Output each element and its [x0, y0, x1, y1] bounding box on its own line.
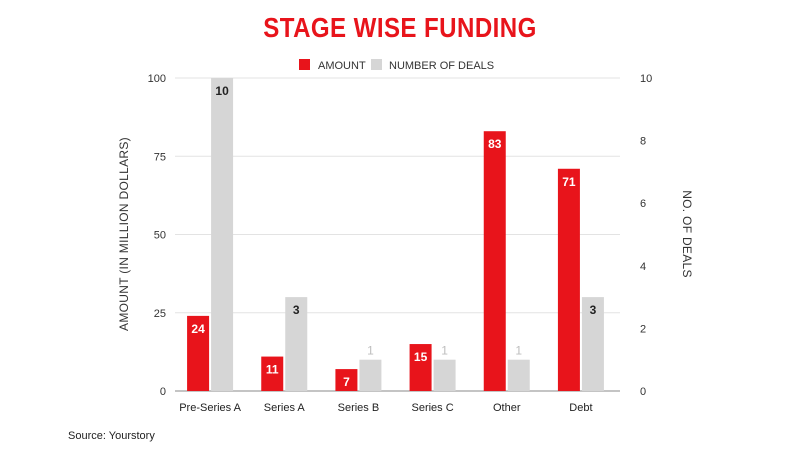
bar-amount [409, 344, 432, 391]
category-label: Series C [411, 402, 453, 414]
left-tick-label: 25 [154, 308, 166, 320]
legend-swatch-amount [299, 59, 310, 70]
bar-deals [359, 359, 382, 391]
deals-value-label: 10 [215, 84, 229, 98]
category-label: Other [493, 402, 521, 414]
amount-value-label: 15 [414, 350, 428, 364]
right-tick-label: 6 [640, 198, 646, 210]
deals-value-label: 1 [367, 344, 374, 358]
legend-label-deals: NUMBER OF DEALS [389, 60, 494, 72]
amount-value-label: 71 [562, 175, 576, 189]
chart-title: STAGE WISE FUNDING [263, 12, 537, 43]
right-tick-label: 2 [640, 323, 646, 335]
right-tick-label: 4 [640, 261, 646, 273]
deals-value-label: 3 [293, 303, 300, 317]
category-labels: Pre-Series A Series A Series B Series C Othe… [179, 402, 592, 414]
amount-value-label: 7 [343, 375, 350, 389]
bar-amount [557, 168, 580, 391]
right-tick-label: 0 [640, 386, 646, 398]
amount-value-label: 24 [191, 322, 205, 336]
amount-value-label: 11 [266, 363, 279, 377]
bar-deals [285, 297, 308, 391]
category-label: Series A [264, 402, 306, 414]
amount-value-label: 83 [488, 137, 502, 151]
left-tick-label: 0 [160, 386, 166, 398]
bar-deals [433, 359, 456, 391]
right-axis-ticks: 0 2 4 6 8 10 [640, 73, 652, 398]
deals-value-label: 3 [590, 303, 597, 317]
category-label: Debt [569, 402, 592, 414]
deals-value-label: 1 [441, 344, 448, 358]
right-tick-label: 10 [640, 73, 652, 85]
left-axis-title: AMOUNT (IN MILLION DOLLARS) [117, 137, 131, 331]
bar-deals [507, 359, 530, 391]
category-label: Pre-Series A [179, 402, 241, 414]
left-tick-label: 50 [154, 230, 166, 242]
legend-label-amount: AMOUNT [318, 60, 366, 72]
source-note: Source: Yourstory [68, 430, 155, 442]
right-axis-title: NO. OF DEALS [680, 190, 694, 278]
bar-deals [581, 297, 604, 391]
bar-amount [187, 315, 210, 391]
bar-amount [335, 369, 358, 391]
bar-deals [211, 78, 234, 391]
bar-amount [261, 356, 284, 391]
legend-swatch-deals [371, 59, 382, 70]
left-tick-label: 100 [148, 73, 166, 85]
bars [187, 78, 604, 391]
gridlines [175, 77, 620, 392]
left-axis-ticks: 0 25 50 75 100 [148, 73, 166, 398]
bar-amount [483, 131, 506, 391]
legend: AMOUNT NUMBER OF DEALS [299, 59, 494, 72]
deals-value-label: 1 [515, 344, 522, 358]
right-tick-label: 8 [640, 136, 646, 148]
left-tick-label: 75 [154, 151, 166, 163]
category-label: Series B [338, 402, 380, 414]
